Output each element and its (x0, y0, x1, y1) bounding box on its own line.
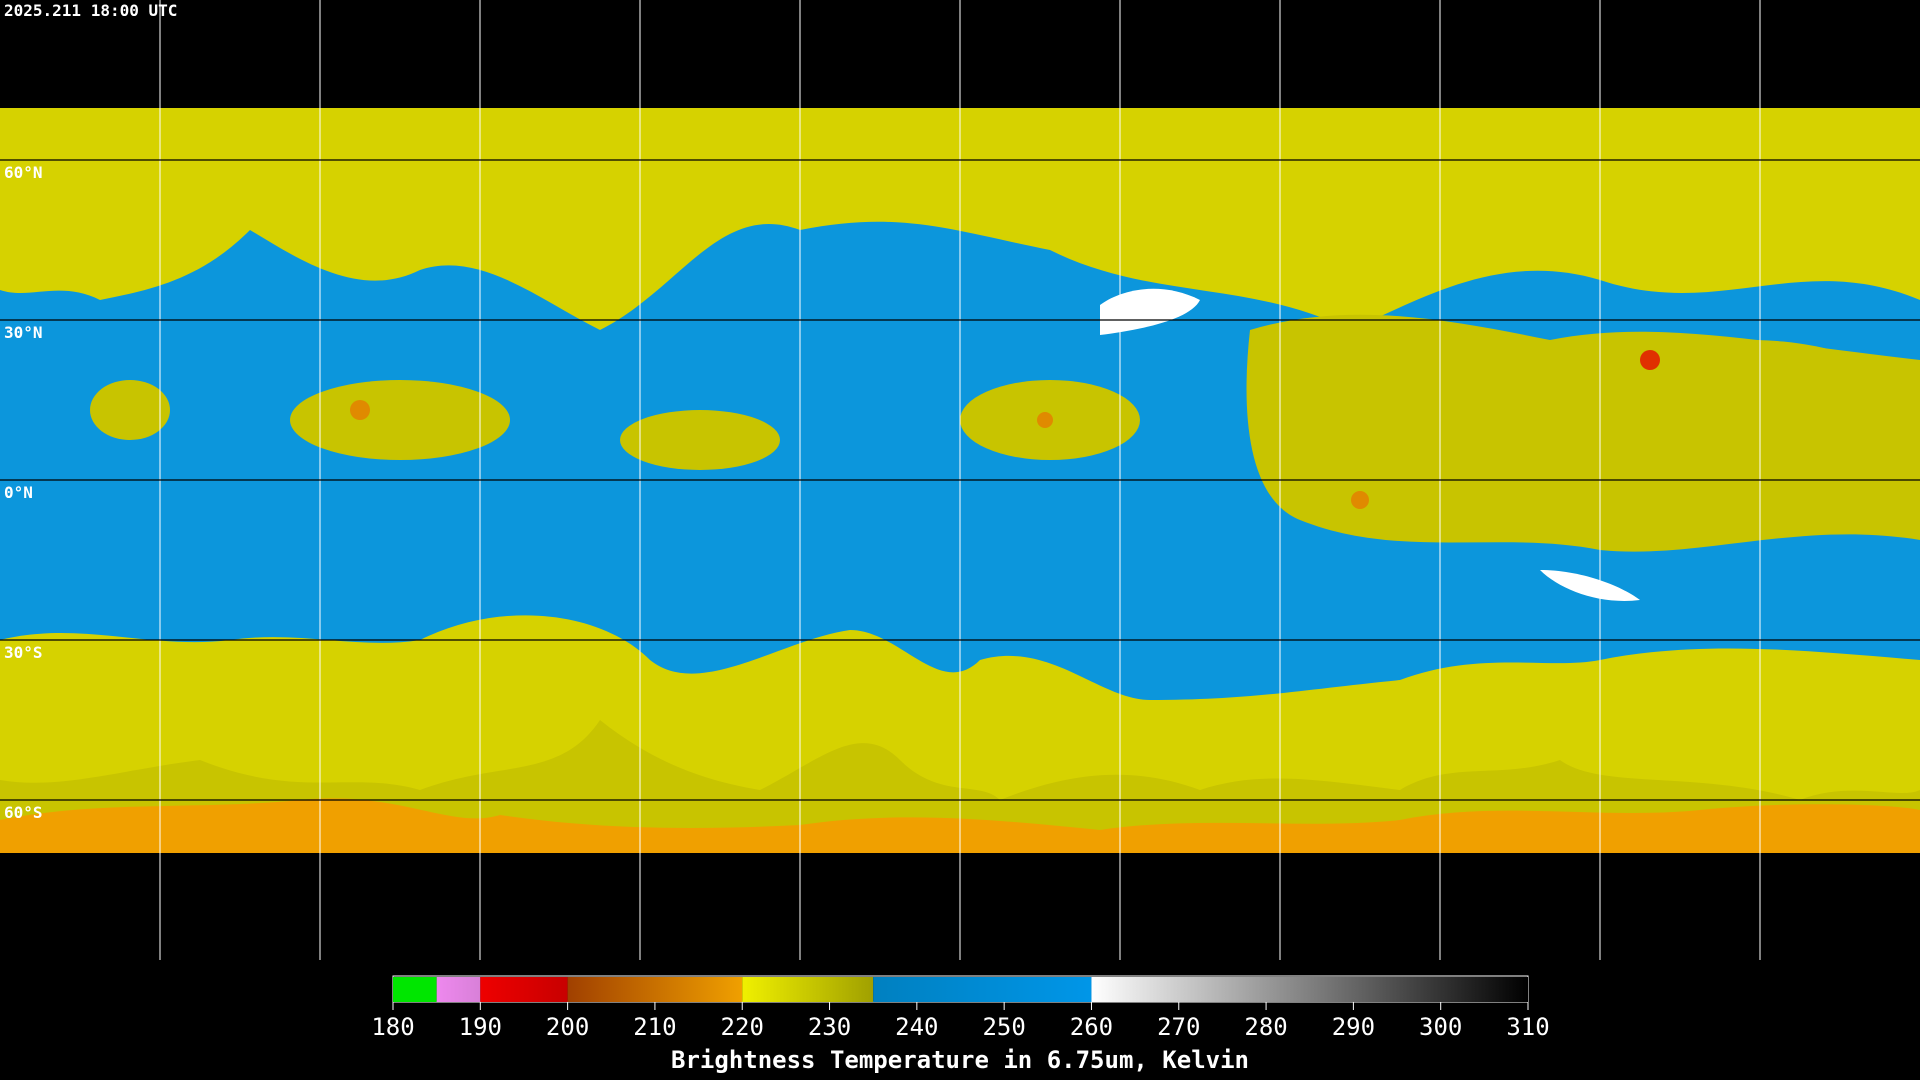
colorbar-tick-label: 220 (721, 1013, 764, 1041)
latitude-label: 30°S (4, 643, 43, 662)
colorbar-tick-label: 290 (1332, 1013, 1375, 1041)
colorbar-segment (480, 977, 568, 1002)
colorbar-tick-label: 280 (1244, 1013, 1287, 1041)
colorbar-segment (873, 977, 1092, 1002)
colorbar-segment (393, 977, 437, 1002)
colorbar-tick-label: 260 (1070, 1013, 1113, 1041)
colorbar-tick-label: 180 (371, 1013, 414, 1041)
colorbar-segment (742, 977, 874, 1002)
colorbar-tick-label: 190 (459, 1013, 502, 1041)
colorbar-tick-label: 300 (1419, 1013, 1462, 1041)
timestamp: 2025.211 18:00 UTC (4, 1, 177, 20)
colorbar-title: Brightness Temperature in 6.75um, Kelvin (671, 1046, 1249, 1074)
colorbar-tick-label: 230 (808, 1013, 851, 1041)
colorbar-tick-label: 310 (1506, 1013, 1549, 1041)
colorbar-tick-label: 240 (895, 1013, 938, 1041)
latitude-label: 60°N (4, 163, 43, 182)
colorbar-segment (1091, 977, 1528, 1002)
latitude-label: 60°S (4, 803, 43, 822)
colorbar-tick-label: 200 (546, 1013, 589, 1041)
colorbar-tick-label: 250 (982, 1013, 1025, 1041)
graticule (0, 0, 1920, 960)
colorbar-tick-label: 270 (1157, 1013, 1200, 1041)
latitude-label: 30°N (4, 323, 43, 342)
colorbar-segment (567, 977, 743, 1002)
colorbar-segment (436, 977, 481, 1002)
latitude-label: 0°N (4, 483, 33, 502)
colorbar-tick-label: 210 (633, 1013, 676, 1041)
